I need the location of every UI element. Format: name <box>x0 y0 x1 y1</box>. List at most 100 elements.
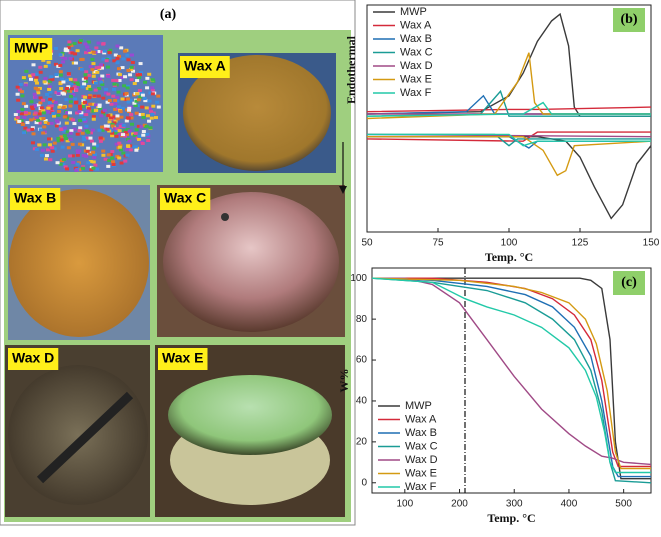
confetti-piece <box>146 138 151 142</box>
confetti-piece <box>95 70 100 74</box>
confetti-piece <box>129 113 134 117</box>
confetti-piece <box>97 65 102 69</box>
y-axis-label: W% <box>337 369 351 393</box>
confetti-piece <box>37 143 42 147</box>
confetti-piece <box>22 131 27 135</box>
confetti-piece <box>103 126 108 130</box>
confetti-piece <box>58 73 63 77</box>
confetti-piece <box>64 98 69 102</box>
confetti-piece <box>86 146 91 150</box>
confetti-piece <box>85 86 90 90</box>
confetti-piece <box>117 129 122 133</box>
confetti-piece <box>18 82 23 86</box>
confetti-piece <box>34 81 39 85</box>
confetti-piece <box>121 57 126 61</box>
x-tick-label: 100 <box>396 499 413 510</box>
confetti-piece <box>132 82 137 86</box>
confetti-piece <box>92 94 97 98</box>
confetti-piece <box>97 86 102 90</box>
photo-panel: (a) MWP Wax A Wax B Wax C Wax D Wax E <box>0 0 356 526</box>
confetti-piece <box>86 40 91 44</box>
confetti-piece <box>66 72 71 76</box>
confetti-piece <box>77 109 82 113</box>
confetti-piece <box>61 163 66 167</box>
confetti-piece <box>93 81 98 85</box>
confetti-piece <box>69 117 74 121</box>
confetti-piece <box>123 49 128 53</box>
confetti-piece <box>113 107 118 111</box>
confetti-piece <box>120 97 125 101</box>
confetti-piece <box>149 110 154 114</box>
y-tick-label: 0 <box>361 477 367 488</box>
confetti-piece <box>104 59 109 63</box>
confetti-piece <box>124 91 129 95</box>
confetti-piece <box>155 100 160 104</box>
confetti-piece <box>68 137 73 141</box>
confetti-piece <box>91 62 96 66</box>
photo-sample <box>168 375 332 455</box>
legend-label: Wax F <box>405 481 437 493</box>
confetti-piece <box>104 87 109 91</box>
confetti-piece <box>20 94 25 98</box>
confetti-piece <box>72 85 77 89</box>
confetti-piece <box>46 60 51 64</box>
confetti-piece <box>78 107 83 111</box>
confetti-piece <box>85 109 90 113</box>
confetti-piece <box>36 118 41 122</box>
confetti-piece <box>30 141 35 145</box>
confetti-piece <box>47 79 52 83</box>
confetti-piece <box>133 131 138 135</box>
confetti-piece <box>115 114 120 118</box>
confetti-piece <box>114 142 119 146</box>
confetti-piece <box>106 114 111 118</box>
confetti-piece <box>115 44 120 48</box>
photo-sample <box>163 192 339 332</box>
confetti-piece <box>113 53 118 57</box>
confetti-piece <box>49 121 54 125</box>
confetti-piece <box>94 103 99 107</box>
confetti-piece <box>57 110 62 114</box>
confetti-piece <box>91 160 96 164</box>
confetti-piece <box>74 168 79 172</box>
confetti-piece <box>85 136 90 140</box>
confetti-piece <box>33 111 38 115</box>
confetti-piece <box>120 106 125 110</box>
confetti-piece <box>96 94 101 98</box>
confetti-piece <box>84 51 89 55</box>
confetti-piece <box>68 154 73 158</box>
confetti-piece <box>140 93 145 97</box>
confetti-piece <box>34 148 39 152</box>
confetti-piece <box>103 157 108 161</box>
confetti-piece <box>128 67 133 71</box>
confetti-piece <box>150 78 155 82</box>
confetti-piece <box>21 76 26 80</box>
confetti-piece <box>62 134 67 138</box>
photo-labels: MWP Wax A Wax B Wax C Wax D Wax E <box>8 38 230 370</box>
confetti-piece <box>59 138 64 142</box>
confetti-piece <box>121 133 126 137</box>
confetti-piece <box>50 149 55 153</box>
confetti-piece <box>45 81 50 85</box>
photo-label: Wax C <box>164 190 206 206</box>
confetti-piece <box>125 97 130 101</box>
confetti-piece <box>107 56 112 60</box>
confetti-piece <box>143 99 148 103</box>
confetti-piece <box>24 69 29 73</box>
confetti-piece <box>88 159 93 163</box>
confetti-piece <box>37 86 42 90</box>
confetti-piece <box>94 66 99 70</box>
confetti-piece <box>83 42 88 46</box>
confetti-piece <box>13 113 18 117</box>
confetti-piece <box>57 105 62 109</box>
confetti-piece <box>72 42 77 46</box>
confetti-piece <box>111 78 116 82</box>
confetti-piece <box>111 160 116 164</box>
y-axis-label: Endothermal <box>344 35 358 104</box>
confetti-piece <box>34 72 39 76</box>
confetti-piece <box>88 65 93 69</box>
confetti-piece <box>81 166 86 170</box>
confetti-piece <box>115 127 120 131</box>
confetti-piece <box>49 75 54 79</box>
photo-label: MWP <box>14 40 48 56</box>
confetti-piece <box>142 97 147 101</box>
